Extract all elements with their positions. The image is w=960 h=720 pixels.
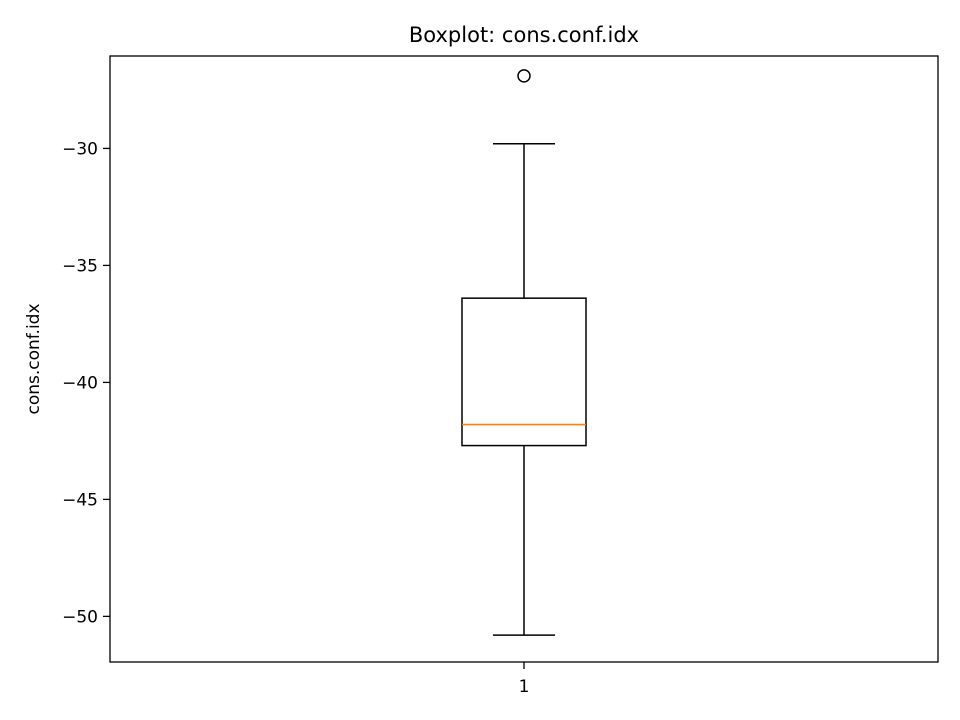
outlier-point: [517, 69, 531, 83]
plot-area-frame: [109, 55, 939, 663]
y-tick-label: −45: [62, 490, 98, 510]
y-axis: −30 −35 −40 −45 −50: [62, 139, 110, 627]
y-tick-label: −50: [62, 607, 98, 627]
x-tick-label: 1: [519, 677, 530, 697]
box-group: [461, 69, 587, 636]
y-axis-label: cons.conf.idx: [24, 303, 44, 414]
y-tick-label: −35: [62, 256, 98, 276]
chart-title: Boxplot: cons.conf.idx: [409, 23, 639, 47]
y-tick-label: −30: [62, 139, 98, 159]
y-tick-label: −40: [62, 373, 98, 393]
interquartile-box: [461, 297, 587, 447]
x-axis: 1: [519, 662, 530, 697]
